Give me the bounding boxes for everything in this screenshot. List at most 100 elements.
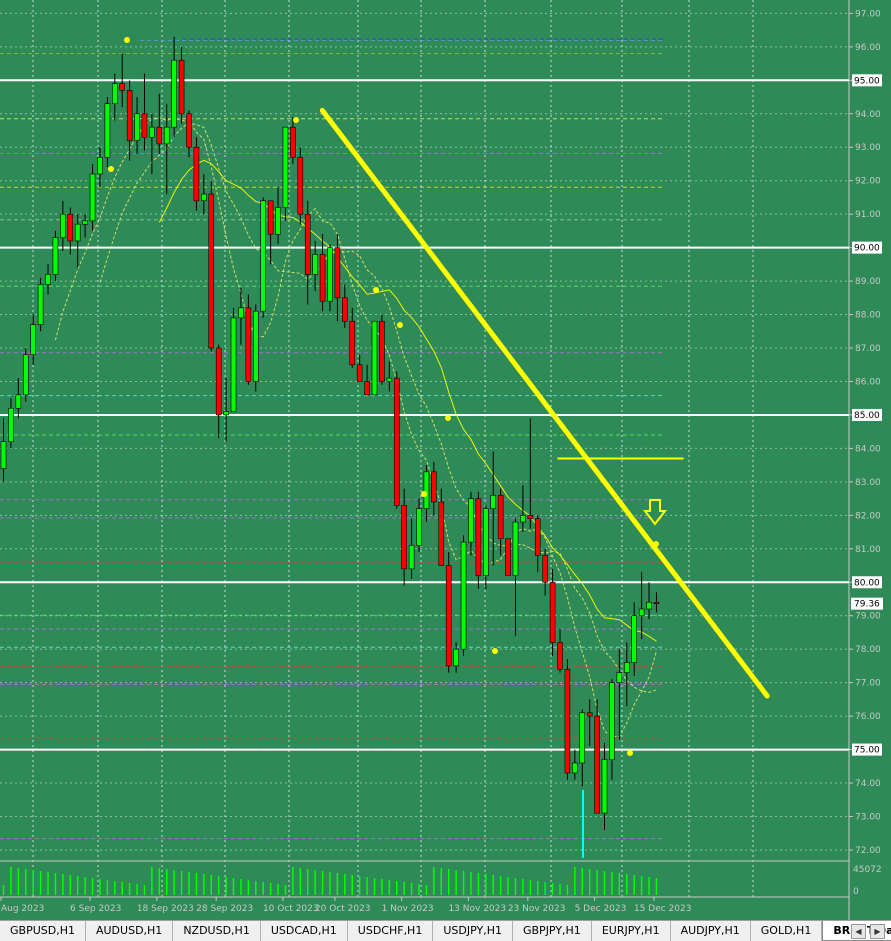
fractal-dot [397, 322, 403, 328]
candle-bullish [512, 521, 519, 576]
candle-bearish [356, 364, 363, 382]
candle-bearish [267, 200, 274, 235]
scroll-left-icon[interactable]: ◀ [851, 924, 866, 939]
candle-bullish [60, 213, 66, 238]
fractal-dot [421, 491, 427, 497]
x-tick-label: 20 Oct 2023 [315, 904, 371, 914]
candle-bearish [290, 126, 296, 158]
tab-audusd-h1[interactable]: AUDUSD,H1 [86, 921, 174, 941]
level-label-box [852, 241, 882, 254]
level-label-box [852, 743, 882, 756]
candle-bullish [631, 615, 638, 663]
candle-bearish [393, 377, 400, 506]
candle-bullish [171, 59, 177, 128]
candle-bearish [379, 320, 385, 382]
candle-bullish [275, 207, 281, 235]
candle-bearish [67, 213, 74, 242]
level-label-box [852, 74, 882, 87]
candle-bullish [482, 508, 489, 576]
candle-bearish [156, 126, 163, 145]
level-label: 85.00 [854, 411, 880, 421]
candle-bullish [163, 126, 170, 145]
moving-average-line [158, 159, 657, 642]
candle-bullish [282, 126, 289, 208]
candle-bullish [0, 441, 7, 469]
candle-bullish [423, 471, 430, 509]
tab-gbpjpy-h1[interactable]: GBPJPY,H1 [513, 921, 592, 941]
y-tick-label: 79.00 [855, 612, 881, 622]
candle-bearish [549, 581, 556, 643]
candle-bullish [520, 515, 526, 523]
candle-bearish [527, 515, 534, 519]
y-tick-label: 88.00 [855, 311, 881, 321]
candle-bullish [490, 494, 497, 509]
candle-bullish [327, 247, 333, 302]
fractal-dot [108, 166, 114, 172]
candle-bullish [238, 307, 244, 319]
tab-scroll-arrows: ◀ ▶ [851, 924, 885, 939]
candle-bullish [646, 602, 652, 610]
candle-bullish [609, 682, 615, 760]
candle-bearish [431, 471, 437, 503]
candle-bullish [112, 83, 118, 105]
candle-bearish [349, 320, 356, 366]
candle-bearish [438, 501, 445, 566]
x-tick-label: 18 Sep 2023 [137, 904, 194, 914]
scroll-right-icon[interactable]: ▶ [870, 924, 885, 939]
y-tick-label: 97.00 [855, 9, 881, 19]
candle-bullish [89, 173, 96, 222]
tab-gbpusd-h1[interactable]: GBPUSD,H1 [0, 921, 86, 941]
down-arrow-icon [642, 499, 668, 526]
tab-gold-h1[interactable]: GOLD,H1 [751, 921, 823, 941]
candle-bullish [22, 354, 29, 396]
y-tick-label: 84.00 [855, 444, 881, 454]
fractal-dot [492, 648, 498, 654]
x-tick-label: 23 Nov 2023 [508, 904, 566, 914]
tab-usdchf-h1[interactable]: USDCHF,H1 [348, 921, 434, 941]
candle-bullish [468, 498, 474, 543]
moving-average-line [54, 116, 657, 738]
candle-bearish [186, 113, 192, 148]
candle-bearish [245, 307, 252, 382]
moving-average-line [99, 122, 657, 693]
y-tick-label: 76.00 [855, 712, 881, 722]
candle-bullish [416, 508, 422, 546]
y-tick-label: 89.00 [855, 277, 881, 287]
x-tick-label: 10 Oct 2023 [263, 904, 319, 914]
candle-bullish [74, 223, 81, 242]
candle-bullish [260, 200, 267, 312]
tab-nzdusd-h1[interactable]: NZDUSD,H1 [173, 921, 261, 941]
candle-bullish [408, 545, 415, 570]
candle-bearish [319, 254, 326, 302]
candle-bearish [445, 565, 452, 667]
candle-bullish [15, 394, 22, 409]
x-tick-label: 1 Nov 2023 [382, 904, 434, 914]
y-tick-label: 86.00 [855, 377, 881, 387]
candle-bullish [30, 324, 36, 356]
candle-bearish [542, 555, 548, 583]
candle-bullish [453, 648, 459, 667]
level-label-box [852, 576, 882, 589]
tab-audjpy-h1[interactable]: AUDJPY,H1 [671, 921, 751, 941]
candle-bearish [557, 642, 563, 670]
x-tick-label: 6 Sep 2023 [70, 904, 121, 914]
candle-bearish [653, 602, 660, 604]
level-label: 90.00 [854, 244, 880, 254]
candle-bearish [364, 381, 370, 396]
candle-bearish [586, 712, 593, 717]
price-chart[interactable]: 97.00 96.00 95.00 94.00 93.00 92.00 91.00 90.00… [0, 0, 891, 920]
downtrend-line [319, 107, 770, 699]
tab-usdcad-h1[interactable]: USDCAD,H1 [261, 921, 348, 941]
candle-bearish [215, 347, 222, 416]
tab-usdjpy-h1[interactable]: USDJPY,H1 [433, 921, 513, 941]
candle-bearish [475, 498, 482, 576]
tab-eurjpy-h1[interactable]: EURJPY,H1 [592, 921, 671, 941]
volume-axis-label: 0 [853, 887, 859, 897]
candle-bullish [223, 411, 229, 416]
candle-bearish [193, 146, 200, 202]
candle-bullish [579, 712, 586, 764]
y-tick-label: 82.00 [855, 511, 881, 521]
candle-bullish [230, 317, 237, 412]
candle-bullish [572, 762, 578, 774]
y-tick-label: 83.00 [855, 478, 881, 488]
